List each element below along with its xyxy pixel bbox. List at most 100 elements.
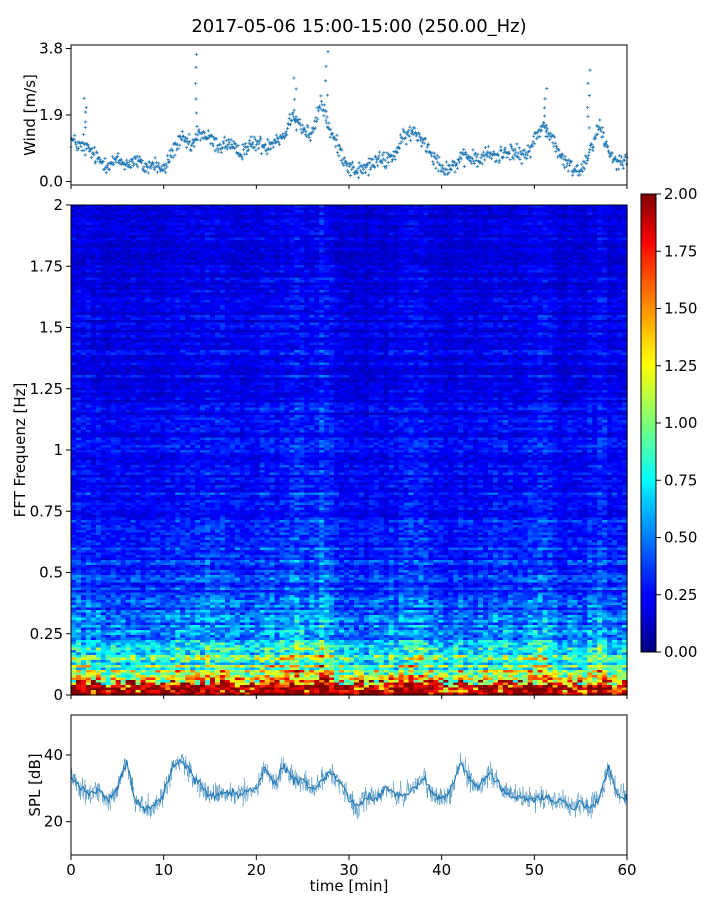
wind-point <box>373 165 377 169</box>
wind-point <box>326 93 330 97</box>
wind-point <box>586 105 590 110</box>
wind-point <box>299 127 303 131</box>
wind-point <box>79 145 83 149</box>
wind-point <box>437 155 441 159</box>
wind-point <box>366 161 370 165</box>
wind-point <box>586 81 590 85</box>
wind-point <box>146 171 150 175</box>
wind-point <box>557 148 561 152</box>
wind-point <box>162 163 166 168</box>
wind-point <box>324 118 328 122</box>
wind-point <box>355 170 359 175</box>
wind-point <box>124 162 128 166</box>
wind-point <box>202 131 207 135</box>
wind-point <box>105 163 110 168</box>
wind-point <box>466 157 470 161</box>
wind-y-axis-label: Wind [m/s] <box>21 74 39 156</box>
wind-point <box>491 150 496 154</box>
wind-point <box>509 142 513 147</box>
wind-point <box>339 159 343 163</box>
wind-point <box>502 148 507 152</box>
wind-point <box>616 167 620 171</box>
wind-point <box>120 162 124 167</box>
wind-point <box>484 153 488 157</box>
wind-point <box>186 142 191 146</box>
wind-point <box>473 151 478 155</box>
wind-point <box>443 167 447 171</box>
wind-point <box>383 158 387 162</box>
wind-point <box>563 155 567 159</box>
wind-point <box>351 165 355 170</box>
wind-point <box>404 142 408 146</box>
wind-y-tick-label: 1.9 <box>39 106 63 124</box>
wind-point <box>389 153 393 157</box>
wind-point <box>332 135 337 139</box>
wind-point <box>206 129 210 133</box>
wind-point <box>173 141 178 145</box>
wind-point <box>587 93 591 98</box>
wind-point <box>536 135 540 139</box>
wind-point <box>441 170 445 174</box>
wind-point <box>82 148 86 153</box>
wind-point <box>350 160 355 164</box>
wind-point <box>360 165 364 169</box>
wind-point <box>440 166 444 170</box>
wind-point <box>532 142 536 146</box>
wind-point <box>167 160 171 164</box>
wind-point <box>224 138 228 142</box>
wind-point <box>613 155 617 159</box>
wind-point <box>566 169 570 173</box>
wind-point <box>113 158 118 162</box>
wind-point <box>554 144 559 148</box>
wind-point <box>125 158 129 162</box>
wind-point <box>82 133 86 137</box>
wind-point <box>513 147 517 151</box>
wind-point <box>196 133 200 137</box>
wind-point <box>473 153 477 157</box>
wind-point <box>562 157 566 161</box>
wind-point <box>501 155 505 159</box>
wind-point <box>251 141 255 145</box>
wind-point <box>234 145 238 149</box>
wind-point <box>471 148 475 152</box>
wind-point <box>173 153 177 157</box>
wind-point <box>324 64 328 68</box>
wind-point <box>236 143 240 148</box>
wind-point <box>526 143 530 147</box>
wind-point <box>258 139 262 143</box>
wind-point <box>253 137 257 141</box>
wind-point <box>191 140 196 145</box>
wind-point <box>84 105 88 110</box>
wind-point <box>335 133 339 137</box>
wind-point <box>566 162 570 166</box>
wind-point <box>585 158 590 163</box>
wind-point <box>98 157 102 162</box>
wind-point <box>497 158 502 162</box>
wind-point <box>262 146 266 150</box>
wind-point <box>459 157 463 161</box>
wind-point <box>516 151 520 155</box>
wind-point <box>399 133 403 137</box>
wind-point <box>300 123 304 127</box>
wind-point <box>280 132 285 136</box>
wind-point <box>279 136 283 140</box>
wind-point <box>449 168 453 172</box>
wind-point <box>518 157 522 162</box>
wind-point <box>283 131 287 136</box>
wind-point <box>226 142 230 147</box>
wind-point <box>275 140 279 144</box>
wind-point <box>197 128 201 132</box>
wind-point <box>301 130 305 134</box>
wind-point <box>303 128 307 132</box>
wind-point <box>408 139 413 143</box>
wind-point <box>587 126 591 130</box>
wind-point <box>481 150 486 154</box>
wind-point <box>172 142 176 146</box>
wind-point <box>342 156 346 160</box>
wind-point <box>572 170 576 174</box>
wind-point <box>165 165 169 169</box>
wind-point <box>306 125 310 129</box>
wind-point <box>621 166 625 170</box>
wind-point <box>130 160 134 164</box>
wind-point <box>190 143 194 148</box>
